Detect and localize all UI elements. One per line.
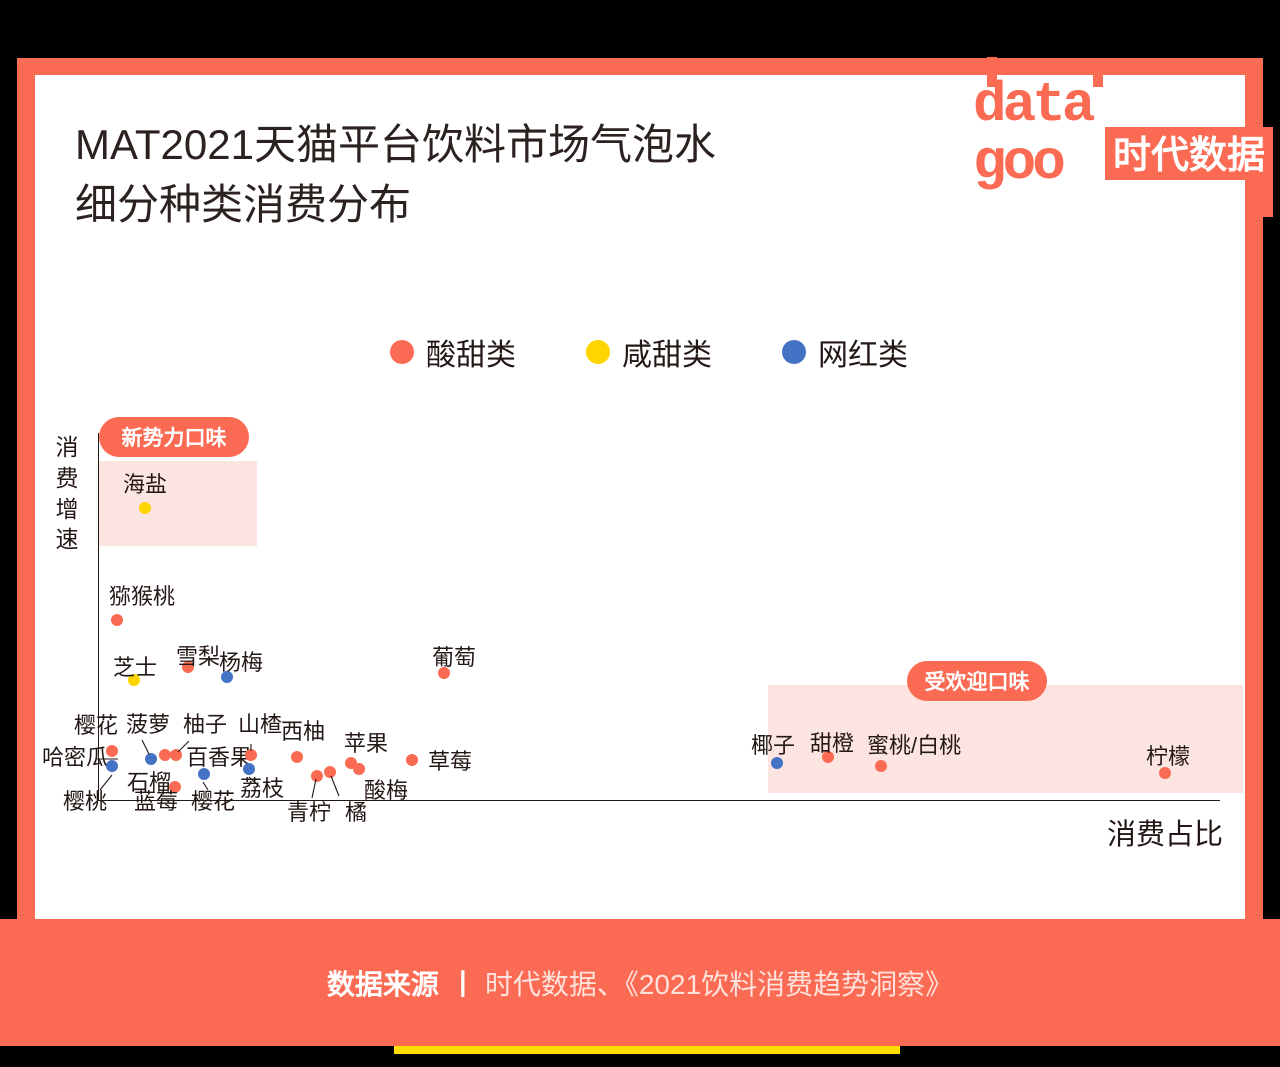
svg-text:酸梅: 酸梅	[364, 778, 408, 803]
svg-text:苹果: 苹果	[344, 731, 388, 756]
svg-text:山楂: 山楂	[238, 712, 282, 737]
svg-text:杨梅: 杨梅	[219, 650, 263, 675]
svg-text:蜜桃/白桃: 蜜桃/白桃	[867, 733, 961, 758]
svg-text:甜橙: 甜橙	[810, 731, 854, 756]
svg-text:菠萝: 菠萝	[126, 712, 170, 737]
svg-text:荔枝: 荔枝	[240, 776, 284, 801]
svg-text:柚子: 柚子	[183, 712, 227, 737]
svg-text:芝士: 芝士	[113, 655, 157, 680]
svg-text:樱花: 樱花	[191, 789, 235, 814]
svg-text:橘: 橘	[345, 800, 367, 825]
svg-text:柠檬: 柠檬	[1146, 744, 1190, 769]
svg-text:哈密瓜: 哈密瓜	[42, 745, 108, 770]
svg-text:海盐: 海盐	[123, 472, 167, 497]
svg-text:百香果: 百香果	[186, 745, 252, 770]
svg-text:草莓: 草莓	[428, 749, 472, 774]
svg-text:葡萄: 葡萄	[432, 645, 476, 670]
svg-text:樱花: 樱花	[74, 713, 118, 738]
svg-text:雪梨: 雪梨	[176, 644, 220, 669]
svg-text:蓝莓: 蓝莓	[134, 789, 178, 814]
svg-text:椰子: 椰子	[751, 733, 795, 758]
svg-text:樱桃: 樱桃	[63, 789, 107, 814]
svg-text:猕猴桃: 猕猴桃	[109, 584, 175, 609]
svg-text:西柚: 西柚	[281, 719, 325, 744]
svg-text:青柠: 青柠	[287, 800, 331, 825]
